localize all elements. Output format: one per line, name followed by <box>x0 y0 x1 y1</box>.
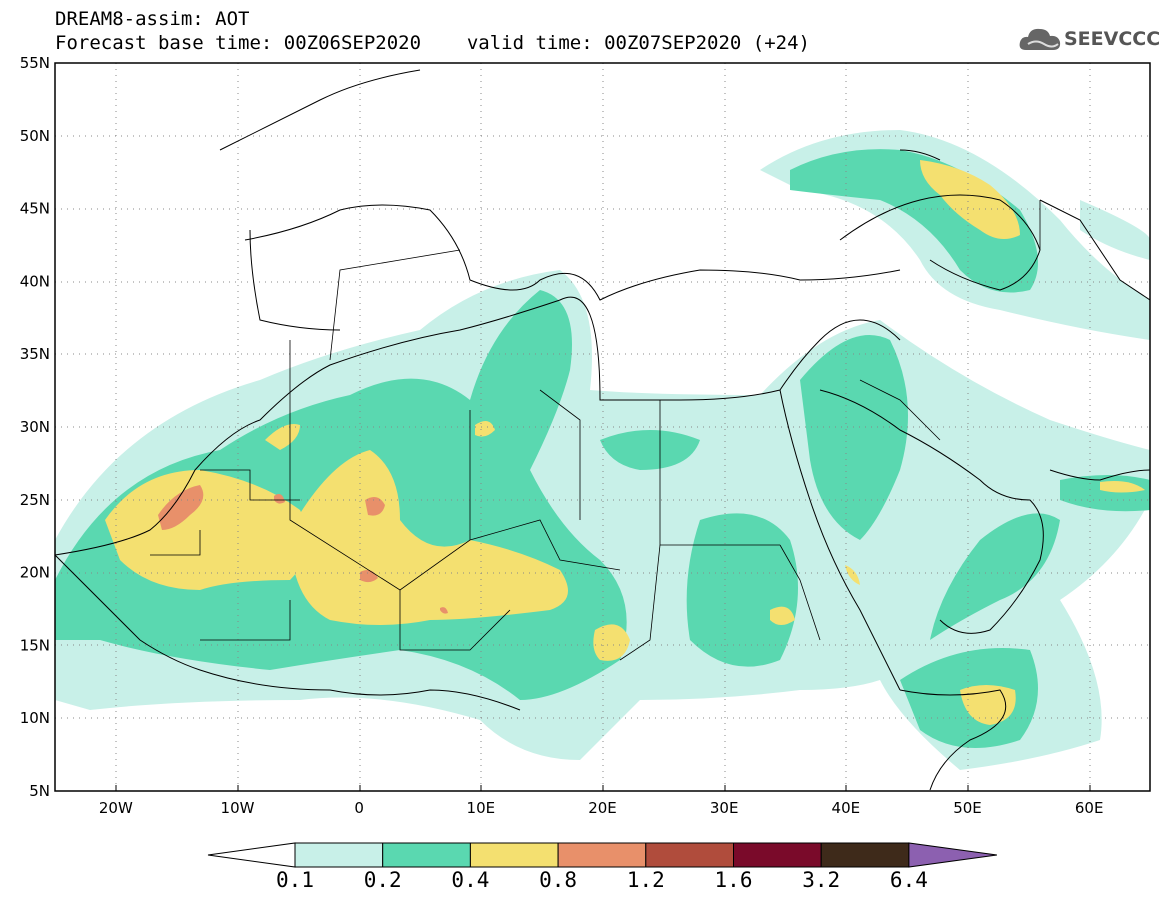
lat-label: 15N <box>20 636 50 654</box>
lat-label: 5N <box>29 782 50 800</box>
lon-label: 50E <box>953 799 982 817</box>
colorbar-segment <box>469 842 559 868</box>
colorbar-label: 3.2 <box>802 868 841 892</box>
map-title: DREAM8-assim: AOT <box>55 8 250 30</box>
colorbar-segment <box>733 842 822 868</box>
lon-label: 20E <box>588 799 617 817</box>
time-info: Forecast base time: 00Z06SEP2020 valid t… <box>55 32 810 54</box>
latitude-labels: 55N 50N 45N 40N 35N 30N 25N 20N 15N 10N 5N <box>20 54 50 800</box>
colorbar-high-arrow <box>908 842 997 868</box>
logo-text: SEEVCCC <box>1064 28 1161 50</box>
valid-time: valid time: 00Z07SEP2020 (+24) <box>466 32 810 54</box>
colorbar-label: 1.6 <box>714 868 753 892</box>
country-borders <box>150 200 1041 661</box>
colorbar-segment <box>294 842 384 868</box>
seevccc-logo: SEEVCCC <box>1018 24 1161 58</box>
lat-label: 45N <box>20 200 50 218</box>
colorbar-segment <box>557 842 647 868</box>
coastlines <box>55 69 1150 791</box>
lat-label: 10N <box>20 709 50 727</box>
colorbar-segment <box>382 842 471 868</box>
lon-label: 60E <box>1075 799 1104 817</box>
colorbar-label: 1.2 <box>626 868 665 892</box>
colorbar-label: 0.4 <box>451 868 490 892</box>
lat-label: 55N <box>20 54 50 72</box>
lon-label: 10W <box>221 799 255 817</box>
lat-label: 35N <box>20 345 50 363</box>
graticule <box>55 63 1150 791</box>
longitude-labels: 20W 10W 0 10E 20E 30E 40E 50E 60E <box>99 799 1104 817</box>
lat-label: 50N <box>20 127 50 145</box>
cloud-icon <box>1019 28 1061 50</box>
lon-label: 20W <box>99 799 133 817</box>
lon-label: 40E <box>832 799 861 817</box>
lon-label: 0 <box>354 799 364 817</box>
colorbar-label: 0.1 <box>276 868 314 892</box>
lat-label: 25N <box>20 491 50 509</box>
forecast-base-time: Forecast base time: 00Z06SEP2020 <box>55 32 422 54</box>
colorbar-segment <box>645 842 734 868</box>
lat-label: 30N <box>20 418 50 436</box>
colorbar-label: 6.4 <box>889 868 928 892</box>
colorbar-segment <box>820 842 910 868</box>
lon-label: 30E <box>710 799 739 817</box>
colorbar-low-arrow <box>207 842 296 868</box>
lat-label: 40N <box>20 272 50 290</box>
axis-ticks <box>115 785 1091 791</box>
colorbar-label: 0.8 <box>539 868 578 892</box>
lon-label: 10E <box>467 799 496 817</box>
colorbar <box>207 842 997 868</box>
lat-label: 20N <box>20 564 50 582</box>
colorbar-label: 0.2 <box>363 868 402 892</box>
